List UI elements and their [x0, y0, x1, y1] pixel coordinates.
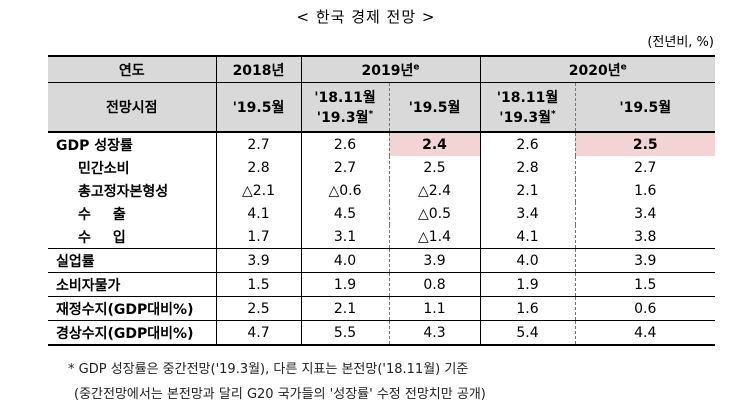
table-row: 수출 4.1 4.5 △0.5 3.4 3.4 — [48, 202, 715, 225]
header-2020-new: '19.5월 — [574, 82, 715, 133]
header-2018-forecast: '19.5월 — [215, 82, 301, 133]
row-label: 실업률 — [48, 248, 216, 273]
cell: 1.9 — [300, 272, 389, 297]
header-year: 연도 — [48, 55, 216, 83]
cell: △2.1 — [215, 179, 301, 202]
cell: 1.6 — [479, 296, 575, 321]
header-2020-mid-b-wrap: '19.3월* — [481, 107, 575, 127]
header-2019: 2019년e — [300, 55, 480, 83]
cell: 2.8 — [215, 156, 301, 179]
cell: 2.7 — [574, 156, 715, 179]
header-2020-mid-a: '18.11월 — [496, 90, 559, 106]
cell: △1.4 — [388, 225, 480, 249]
header-2019-new: '19.5월 — [388, 82, 480, 133]
cell: △0.6 — [300, 179, 389, 202]
row-label: 소비자물가 — [48, 272, 216, 297]
header-2019-text: 2019년 — [361, 62, 414, 79]
cell: 4.1 — [479, 225, 575, 249]
asterisk-mark: * — [551, 109, 556, 120]
cell: △0.5 — [388, 202, 480, 225]
cell: 1.9 — [479, 272, 575, 297]
cell: 2.6 — [300, 132, 389, 156]
footnote-1: * GDP 성장률은 중간전망('19.3월), 다른 지표는 본전망('18.… — [68, 362, 469, 377]
row-label: 수출 — [78, 206, 148, 223]
row-label: 재정수지(GDP대비%) — [48, 296, 216, 321]
cell: 3.9 — [574, 248, 715, 273]
cell: 1.5 — [574, 272, 715, 297]
cell: 2.7 — [300, 156, 389, 179]
cell: 4.3 — [388, 320, 480, 346]
forecast-table: 연도 2018년 2019년e 2020년e 전망시점 '19.5월 '18.1… — [48, 55, 715, 346]
cell: 3.9 — [215, 248, 301, 273]
cell: 2.1 — [300, 296, 389, 321]
cell: 1.1 — [388, 296, 480, 321]
cell: 0.6 — [574, 296, 715, 321]
header-2019-mid-b: '19.3월 — [316, 110, 369, 126]
cell: 2.7 — [215, 132, 301, 156]
table-row: 민간소비 2.8 2.7 2.5 2.8 2.7 — [48, 156, 715, 179]
cell: 5.4 — [479, 320, 575, 346]
cell: 4.0 — [479, 248, 575, 273]
cell: 2.1 — [479, 179, 575, 202]
cell: 5.5 — [300, 320, 389, 346]
row-label: 총고정자본형성 — [78, 183, 169, 200]
cell-highlight: 2.5 — [574, 132, 715, 156]
cell: 4.7 — [215, 320, 301, 346]
table-row: 경상수지(GDP대비%) 4.7 5.5 4.3 5.4 4.4 — [48, 320, 715, 346]
cell: 4.4 — [574, 320, 715, 346]
cell-highlight: 2.4 — [388, 132, 480, 156]
header-2020-mid-b: '19.3월 — [499, 110, 551, 126]
table-row: GDP 성장률 2.7 2.6 2.4 2.6 2.5 — [48, 132, 715, 156]
cell: 2.8 — [479, 156, 575, 179]
table-row: 실업률 3.9 4.0 3.9 4.0 3.9 — [48, 248, 715, 273]
cell: 3.4 — [574, 202, 715, 225]
cell: 4.1 — [215, 202, 301, 225]
table-row: 재정수지(GDP대비%) 2.5 2.1 1.1 1.6 0.6 — [48, 296, 715, 321]
cell: 2.5 — [388, 156, 480, 179]
asterisk-mark: * — [368, 109, 374, 120]
page-title: < 한국 경제 전망 > — [296, 8, 436, 26]
cell: 1.5 — [215, 272, 301, 297]
header-2020-text: 2020년 — [568, 62, 621, 79]
header-2020-mid: '18.11월 '19.3월* — [479, 82, 575, 133]
cell: 1.6 — [574, 179, 715, 202]
cell: 4.0 — [300, 248, 389, 273]
header-2019-mid-a: '18.11월 — [314, 90, 376, 106]
cell: 3.8 — [574, 225, 715, 249]
estimate-mark: e — [620, 61, 627, 72]
header-forecast: 전망시점 — [48, 82, 216, 133]
table-row: 수입 1.7 3.1 △1.4 4.1 3.8 — [48, 225, 715, 249]
cell: 2.5 — [215, 296, 301, 321]
header-2019-mid-b-wrap: '19.3월* — [302, 107, 389, 127]
header-2020: 2020년e — [479, 55, 715, 83]
footnote-2: (중간전망에서는 본전망과 달리 G20 국가들의 '성장률' 수정 전망치만 … — [74, 387, 486, 402]
header-2019-mid: '18.11월 '19.3월* — [300, 82, 389, 133]
cell: 0.8 — [388, 272, 480, 297]
cell: 3.9 — [388, 248, 480, 273]
table-row: 총고정자본형성 △2.1 △0.6 △2.4 2.1 1.6 — [48, 179, 715, 202]
cell: 3.4 — [479, 202, 575, 225]
cell: 4.5 — [300, 202, 389, 225]
row-label: 수입 — [78, 229, 148, 246]
row-label: 경상수지(GDP대비%) — [48, 320, 216, 346]
table-row: 소비자물가 1.5 1.9 0.8 1.9 1.5 — [48, 272, 715, 297]
row-label: 민간소비 — [78, 160, 130, 177]
cell: 3.1 — [300, 225, 389, 249]
estimate-mark: e — [413, 61, 420, 72]
cell: 2.6 — [479, 132, 575, 156]
cell: 1.7 — [215, 225, 301, 249]
cell: △2.4 — [388, 179, 480, 202]
unit-label: (전년비, %) — [647, 35, 714, 50]
row-label: GDP 성장률 — [56, 137, 133, 154]
header-2018: 2018년 — [215, 55, 301, 83]
